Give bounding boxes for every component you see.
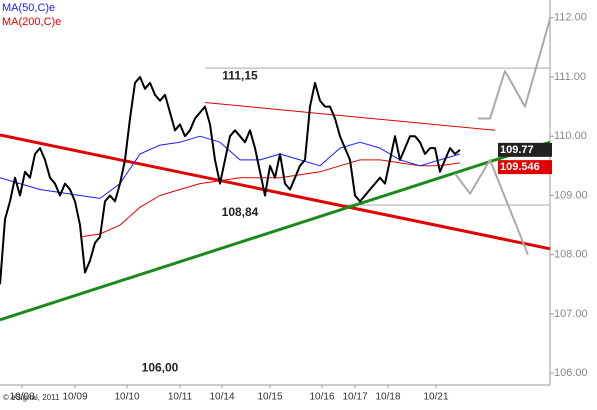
x-tick-label: 10/21	[423, 392, 448, 403]
trendline	[478, 18, 551, 120]
x-tick-label: 10/08	[9, 392, 34, 403]
x-tick-label: 10/16	[309, 392, 334, 403]
x-tick-label: 10/18	[375, 392, 400, 403]
series-line	[79, 159, 461, 238]
price-tag: 109.546	[500, 161, 540, 173]
x-tick-label: 10/15	[257, 392, 282, 403]
trendline	[0, 133, 551, 251]
price-tag: 109.77	[500, 144, 534, 156]
y-tick-label: 110.00	[554, 130, 587, 142]
x-tick-label: 10/14	[209, 392, 234, 403]
price-tag-box	[498, 142, 552, 157]
y-tick-label: 112.00	[554, 12, 587, 24]
y-tick-label: 111.00	[554, 71, 586, 83]
x-tick-label: 10/10	[114, 392, 139, 403]
level-label: 108,84	[222, 205, 259, 219]
level-label: 111,15	[222, 68, 258, 82]
trendline	[454, 158, 529, 256]
level-label: 106,00	[142, 360, 179, 374]
x-tick-label: 10/11	[168, 392, 193, 403]
x-tick-label: 10/17	[342, 392, 367, 403]
trendline	[0, 140, 551, 322]
x-tick-label: 10/09	[62, 392, 87, 403]
legend-entry: MA(200,C)e	[2, 16, 61, 28]
source: © eSignal, 2011	[3, 393, 60, 402]
y-tick-label: 107.00	[554, 308, 588, 320]
y-tick-label: 106.00	[554, 367, 588, 379]
trendline	[204, 102, 496, 131]
price-tag-box	[498, 160, 552, 175]
series-line	[0, 76, 461, 285]
legend-entry: MA(50,C)e	[2, 2, 55, 14]
y-tick-label: 109.00	[554, 189, 588, 201]
y-tick-label: 108.00	[554, 249, 588, 261]
series-line	[0, 135, 461, 199]
